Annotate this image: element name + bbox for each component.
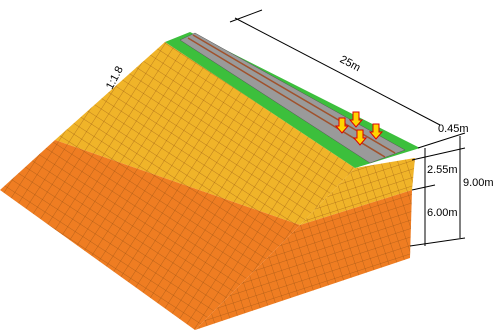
dim-line xyxy=(412,185,435,190)
dim-line xyxy=(412,148,465,160)
dim-line xyxy=(230,10,262,22)
middle-layer-label: 2.55m xyxy=(427,164,458,176)
top-layer-label: 0.45m xyxy=(438,123,469,135)
embankment xyxy=(0,32,420,330)
dim-line xyxy=(418,133,465,148)
lower-layer-label: 6.00m xyxy=(427,207,458,219)
total-height-label: 9.00m xyxy=(463,177,494,189)
embankment-diagram: 25m 1:1.8 0.45m 2.55m 9.00m 6.00m xyxy=(0,0,495,333)
length-label: 25m xyxy=(338,54,363,75)
dim-line xyxy=(410,238,465,246)
